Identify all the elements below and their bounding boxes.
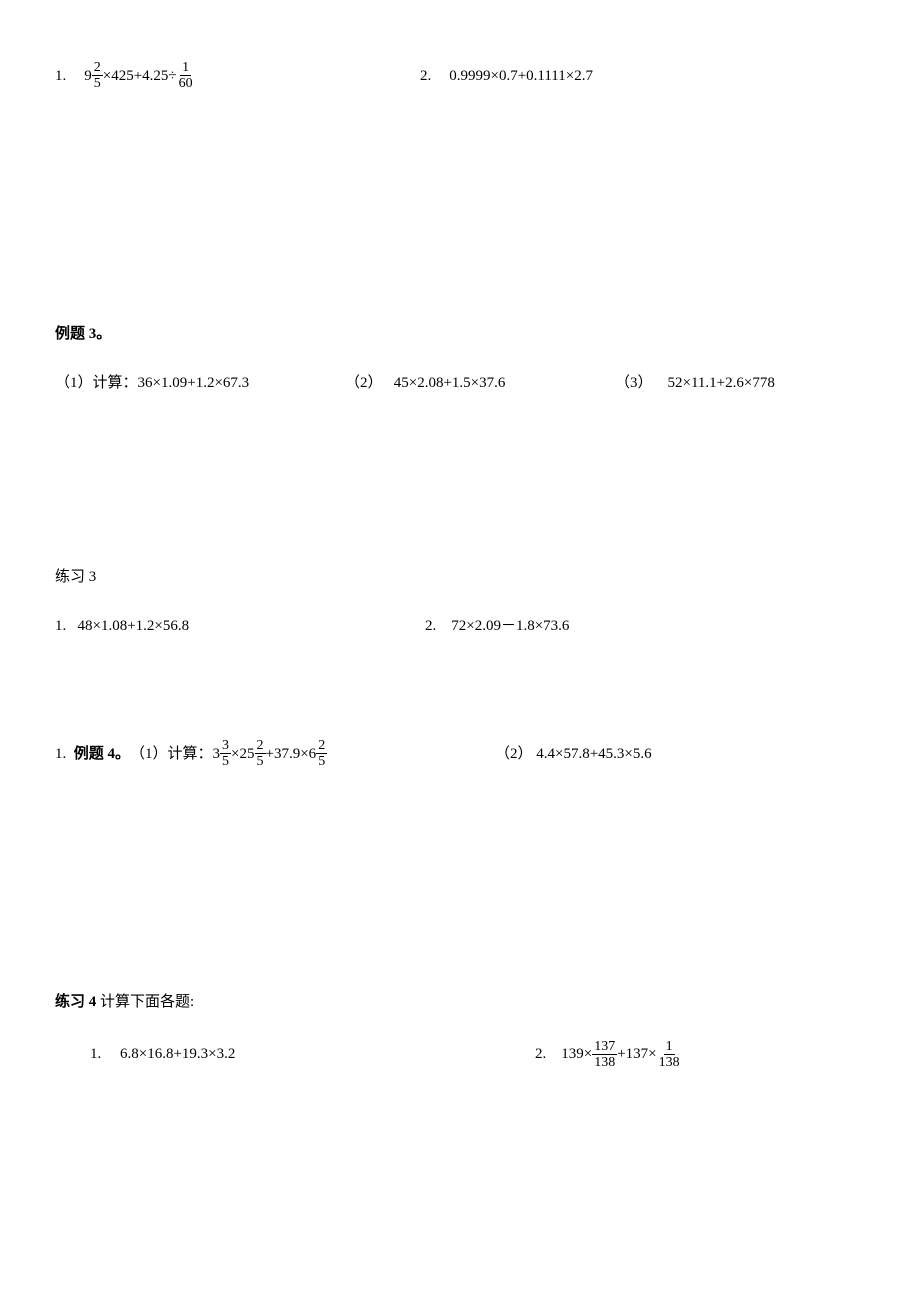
section1-problem-1: 1. 9 2 5 ×425+4.25÷ 1 60: [55, 60, 420, 92]
sec1-p1-mixed-frac-1: 9 2 5: [84, 60, 103, 92]
ex4-p1-num: （1）: [130, 742, 168, 766]
practice-4-label-row: 练习 4 计算下面各题:: [55, 990, 865, 1014]
ex4-frac2: 2 5: [255, 738, 266, 770]
ex3-p2-num: （2）: [345, 375, 383, 391]
ex3-p1-num: （1）: [55, 375, 93, 391]
pr4-p2-pre: 139×: [561, 1042, 592, 1066]
example-4-row: 1. 例题 4。 （1） 计算： 3 3 5 ×25 2 5 +37.9×6 2…: [55, 738, 865, 770]
example-3-row: （1）计算：36×1.09+1.2×67.3 （2） 45×2.08+1.5×3…: [55, 371, 865, 395]
pr3-p1-num: 1.: [55, 618, 66, 634]
ex4-f2-num: 2: [255, 738, 266, 754]
section1-problem-2: 2. 0.9999×0.7+0.1111×2.7: [420, 64, 865, 88]
ex4-f1-num: 3: [220, 738, 231, 754]
ex3-p1-pre: 计算：: [93, 375, 138, 391]
sec1-p2-num: 2.: [420, 64, 431, 88]
ex3-p1-expr: 36×1.09+1.2×67.3: [138, 375, 250, 391]
ex3-problem-2: （2） 45×2.08+1.5×37.6: [345, 371, 615, 395]
pr4-f2-den: 138: [657, 1055, 682, 1070]
pr3-p2-expr: 72×2.09－1.8×73.6: [451, 618, 569, 634]
sec1-p2-text: 0.9999×0.7+0.1111×2.7: [449, 64, 593, 88]
ex3-p2-expr: 45×2.08+1.5×37.6: [394, 375, 506, 391]
ex4-f1-whole: 3: [213, 742, 221, 766]
practice-3-row: 1. 48×1.08+1.2×56.8 2. 72×2.09－1.8×73.6: [55, 614, 865, 638]
sec1-p1-frac2-den: 60: [177, 76, 195, 91]
ex3-problem-3: （3） 52×11.1+2.6×778: [615, 371, 865, 395]
ex4-problem-2: （2） 4.4×57.8+45.3×5.6: [495, 742, 865, 766]
sec1-p1-mid: ×425+4.25÷: [103, 64, 177, 88]
pr4-problem-1: 1. 6.8×16.8+19.3×3.2: [90, 1042, 535, 1066]
ex4-f3-den: 5: [316, 754, 327, 769]
pr4-p1-num: 1.: [90, 1046, 101, 1062]
practice-4-row: 1. 6.8×16.8+19.3×3.2 2. 139× 137 138 +13…: [55, 1039, 865, 1071]
ex4-f2-den: 5: [255, 754, 266, 769]
ex3-p3-expr: 52×11.1+2.6×778: [668, 375, 775, 391]
ex4-problem-1: 1. 例题 4。 （1） 计算： 3 3 5 ×25 2 5 +37.9×6 2…: [55, 738, 495, 770]
ex4-p1-pre: 计算：: [168, 742, 213, 766]
ex4-p2-num: （2）: [495, 746, 533, 762]
practice-3-label: 练习 3: [55, 565, 865, 589]
ex4-f1-den: 5: [220, 754, 231, 769]
ex4-f3-num: 2: [316, 738, 327, 754]
sec1-p1-frac2-num: 1: [180, 60, 191, 76]
pr4-p2-mid: +137×: [617, 1042, 656, 1066]
pr3-p2-num: 2.: [425, 618, 436, 634]
example-3-label: 例题 3。: [55, 322, 865, 346]
ex4-mid2: +37.9×6: [266, 742, 317, 766]
sec1-p1-num: 1.: [55, 64, 66, 88]
pr4-f1-num: 137: [592, 1039, 617, 1055]
sec1-p1-frac1-num: 2: [92, 60, 103, 76]
ex3-problem-1: （1）计算：36×1.09+1.2×67.3: [55, 371, 345, 395]
pr4-frac2: 1 138: [657, 1039, 682, 1071]
sec1-p1-whole: 9: [84, 64, 92, 88]
sec1-p1-frac2: 1 60: [177, 60, 195, 92]
practice-4-suffix: 计算下面各题:: [96, 994, 194, 1010]
ex4-frac1: 3 3 5: [213, 738, 232, 770]
sec1-p1-frac1-den: 5: [92, 76, 103, 91]
pr3-problem-2: 2. 72×2.09－1.8×73.6: [425, 614, 865, 638]
pr4-p1-expr: 6.8×16.8+19.3×3.2: [120, 1046, 235, 1062]
pr4-p2-num: 2.: [535, 1042, 546, 1066]
pr3-p1-expr: 48×1.08+1.2×56.8: [78, 618, 190, 634]
ex4-mid1: ×25: [231, 742, 254, 766]
pr3-problem-1: 1. 48×1.08+1.2×56.8: [55, 614, 425, 638]
ex4-row-num: 1.: [55, 742, 66, 766]
pr4-frac1: 137 138: [592, 1039, 617, 1071]
practice-4-label: 练习 4: [55, 994, 96, 1010]
example-4-label: 例题 4。: [74, 742, 130, 766]
pr4-problem-2: 2. 139× 137 138 +137× 1 138: [535, 1039, 865, 1071]
pr4-f1-den: 138: [592, 1055, 617, 1070]
section1-row: 1. 9 2 5 ×425+4.25÷ 1 60 2. 0.9999×0.7+0…: [55, 60, 865, 92]
ex3-p3-num: （3）: [615, 375, 653, 391]
ex4-frac3: 2 5: [316, 738, 327, 770]
sec1-p1-frac1: 2 5: [92, 60, 103, 92]
pr4-f2-num: 1: [664, 1039, 675, 1055]
ex4-p2-expr: 4.4×57.8+45.3×5.6: [536, 746, 651, 762]
